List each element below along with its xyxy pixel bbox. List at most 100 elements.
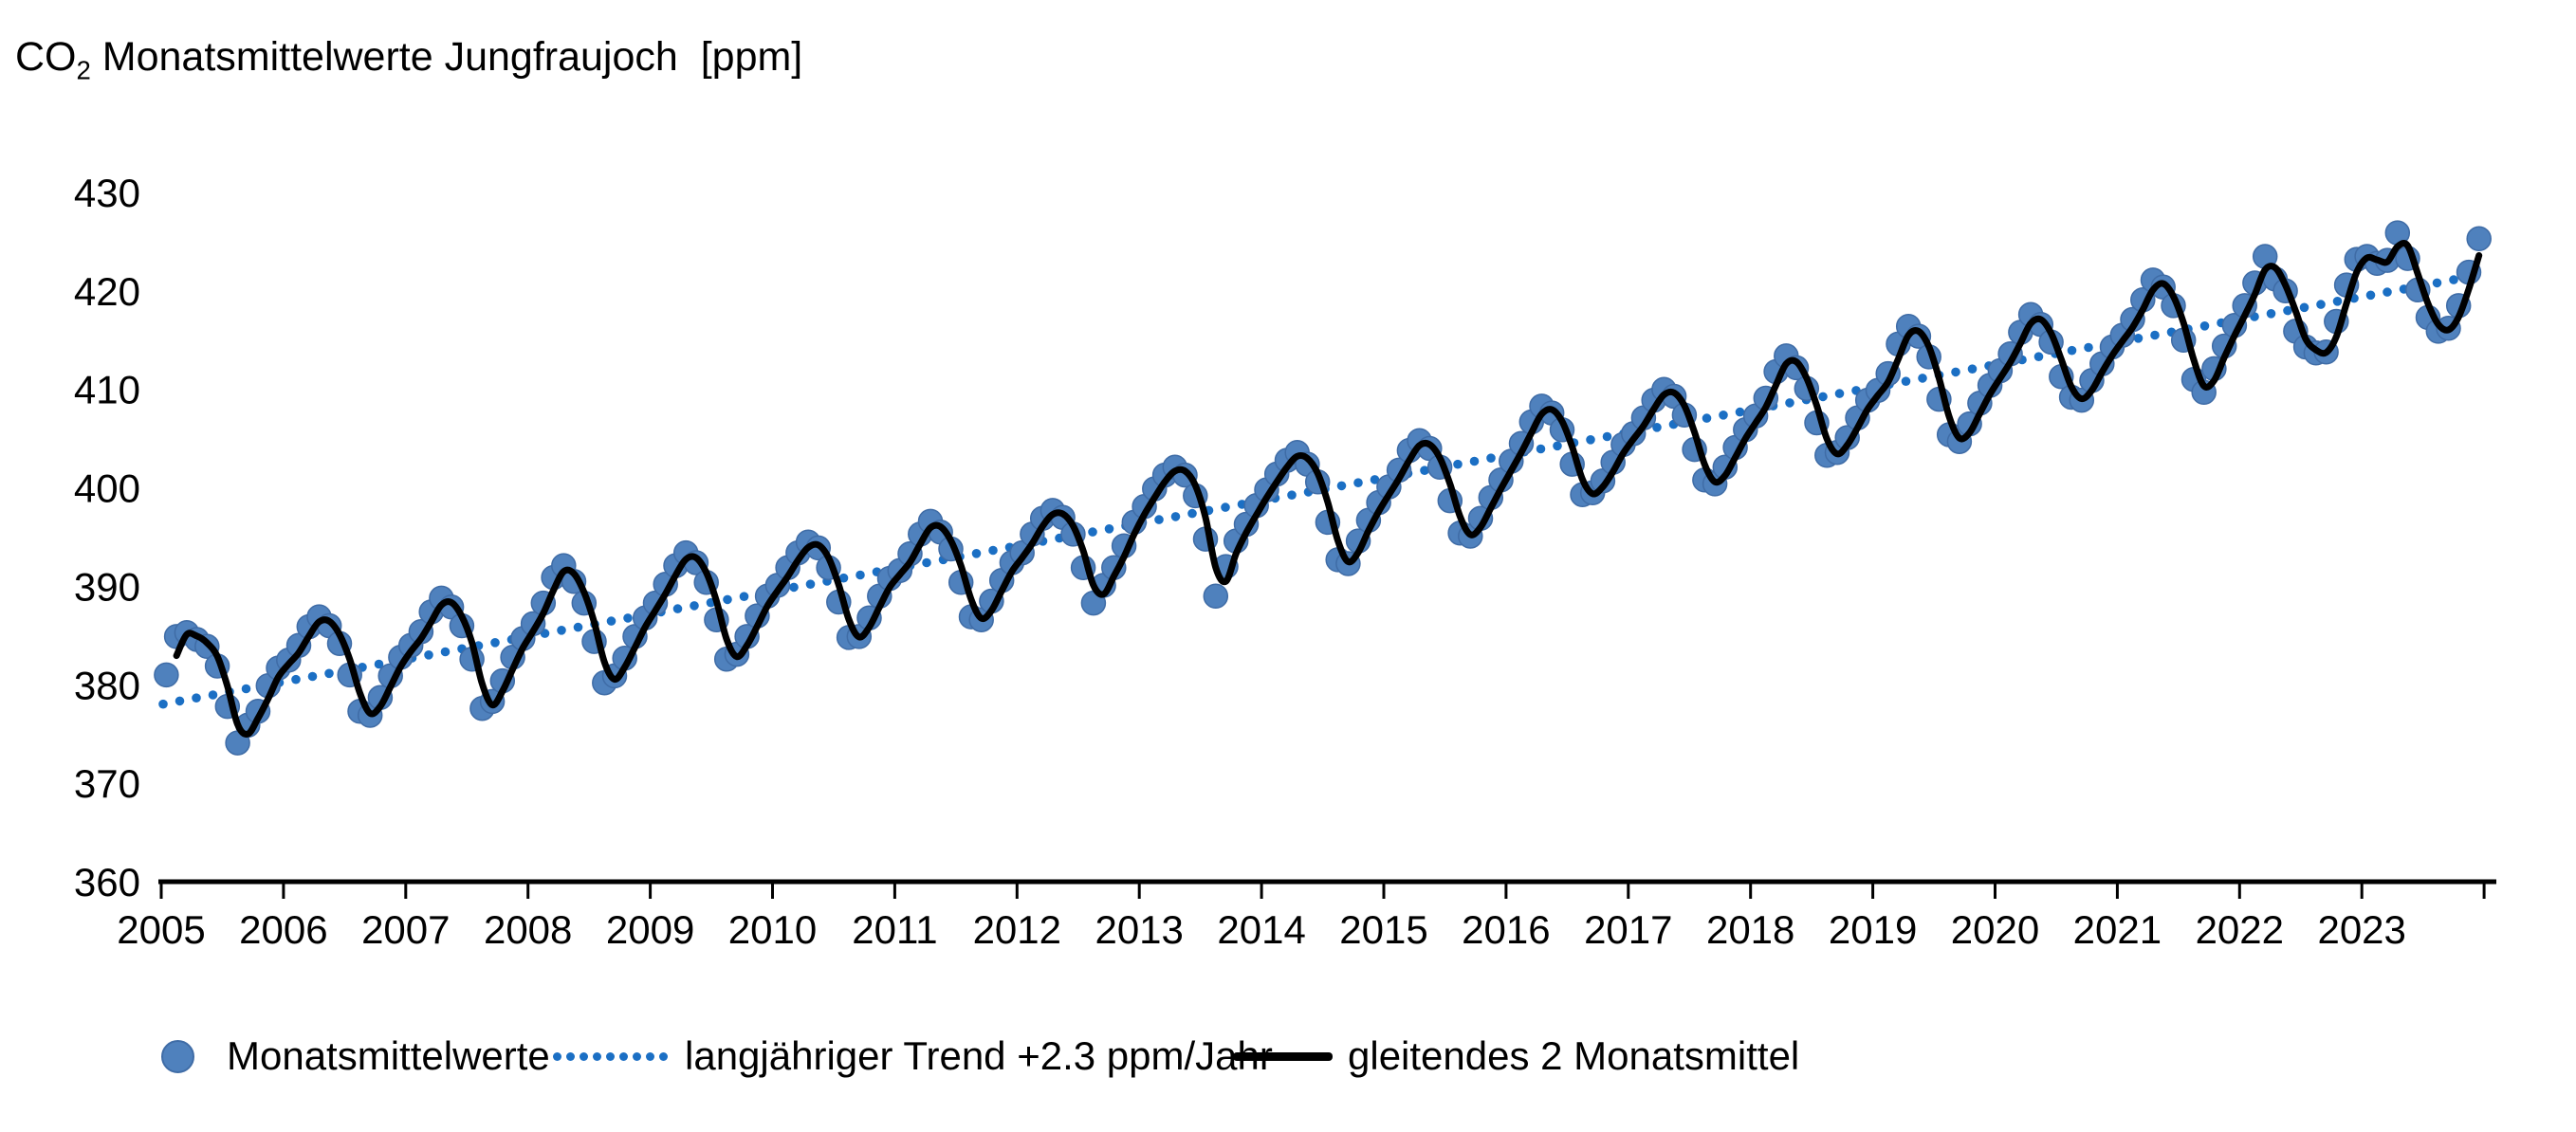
trend-dot <box>988 545 998 556</box>
trend-dot <box>1104 524 1114 534</box>
trend-dot <box>557 626 566 635</box>
trend-dot <box>440 647 451 657</box>
trend-dot <box>838 573 849 583</box>
x-tick-label: 2009 <box>606 907 694 952</box>
legend-item-moving-average: gleitendes 2 Monatsmittel <box>1233 1032 1799 1081</box>
trend-dot <box>2266 309 2276 319</box>
chart-title-subscript: 2 <box>76 55 91 85</box>
trend-dot <box>490 638 500 648</box>
trend-dot <box>971 549 982 558</box>
trend-dot <box>1951 367 1960 377</box>
trend-dot <box>1586 435 1595 445</box>
trend-dot <box>1336 481 1347 491</box>
trend-dot <box>1702 413 1712 423</box>
x-tick-label: 2022 <box>2196 907 2284 952</box>
month-dot <box>2466 226 2492 252</box>
x-tick-label: 2023 <box>2317 907 2405 952</box>
x-tick-label: 2005 <box>117 907 205 952</box>
x-tick-label: 2007 <box>361 907 450 952</box>
trend-dot <box>1602 431 1612 442</box>
legend-label-moving-average: gleitendes 2 Monatsmittel <box>1348 1033 1800 1078</box>
chart-legend: Monatsmittelwerte langjähriger Trend +2.… <box>0 1032 2576 1081</box>
trend-dot <box>1967 364 1978 374</box>
trend-dot <box>2299 302 2309 313</box>
trend-dot <box>1187 508 1197 519</box>
trend-dot <box>208 690 218 700</box>
trend-dot <box>1834 389 1845 398</box>
trend-dot <box>1901 376 1911 387</box>
trend-dot <box>2283 305 2292 316</box>
trend-dot <box>2383 287 2392 297</box>
trend-dot <box>739 592 749 601</box>
trend-dot <box>1818 392 1828 402</box>
trend-dot <box>324 668 334 679</box>
trend-dot <box>158 699 168 709</box>
y-axis-labels: 360 370 380 390 400 410 420 430 <box>74 171 140 904</box>
x-tick-label: 2016 <box>1462 907 1550 952</box>
month-dot <box>154 662 179 688</box>
y-tick-label: 390 <box>74 564 140 609</box>
trend-dot <box>1785 398 1794 408</box>
trend-dot <box>1353 478 1363 487</box>
y-tick-label: 360 <box>74 860 140 904</box>
trend-dot <box>1735 407 1745 417</box>
x-tick-label: 2008 <box>484 907 572 952</box>
chart-title: CO2 Monatsmittelwerte Jungfraujoch [ppm] <box>15 34 802 86</box>
trend-dot <box>2432 278 2442 288</box>
trend-dot <box>723 594 732 605</box>
legend-label-trend: langjähriger Trend +2.3 ppm/Jahr <box>685 1033 1273 1078</box>
trend-dot <box>1221 502 1230 512</box>
trend-dot <box>241 684 251 694</box>
trend-dot <box>1088 527 1097 537</box>
trend-dot <box>805 579 816 589</box>
trend-dot <box>2332 297 2343 306</box>
x-tick-label: 2020 <box>1951 907 2039 952</box>
legend-item-monatsmittelwerte: Monatsmittelwerte <box>161 1032 550 1081</box>
trend-dot <box>623 613 633 623</box>
moving-average-line <box>173 240 2483 738</box>
y-tick-label: 430 <box>74 171 140 215</box>
x-tick-label: 2010 <box>728 907 817 952</box>
trend-dot <box>1553 441 1562 451</box>
trend-dot <box>2199 321 2210 331</box>
trend-dot <box>2067 345 2077 356</box>
y-tick-label: 370 <box>74 761 140 806</box>
chart-title-post: Monatsmittelwerte Jungfraujoch [ppm] <box>90 34 803 80</box>
trend-dot <box>1154 515 1164 524</box>
trend-dot <box>573 622 583 632</box>
x-tick-label: 2017 <box>1584 907 1672 952</box>
chart-title-pre: CO <box>15 34 77 80</box>
trend-dot <box>690 601 699 611</box>
x-tick-label: 2013 <box>1095 907 1183 952</box>
trend-dot <box>307 671 318 682</box>
trend-dot <box>672 604 683 613</box>
moving-average-path <box>173 240 2483 738</box>
trend-dot <box>922 557 931 568</box>
trend-dot <box>1370 475 1380 484</box>
trend-dot <box>606 616 616 626</box>
legend-line-swatch <box>1233 1051 1333 1061</box>
trend-dot <box>2033 352 2044 362</box>
x-tick-label: 2018 <box>1706 907 1794 952</box>
trend-dot <box>192 693 201 703</box>
y-tick-label: 420 <box>74 269 140 314</box>
trend-dot <box>1536 444 1546 454</box>
trend-dot <box>1652 423 1662 432</box>
legend-label-monatsmittelwerte: Monatsmittelwerte <box>227 1033 550 1078</box>
legend-dotted-swatch <box>553 1051 668 1061</box>
trend-dot <box>1453 459 1463 469</box>
trend-dot <box>2133 334 2144 343</box>
x-axis: 2005 2006 2007 2008 2009 2010 2011 2012 2013 2014… <box>117 879 2496 952</box>
trend-dot <box>374 659 384 669</box>
trend-dot <box>175 696 185 706</box>
trend-dot <box>1170 512 1181 521</box>
trend-dot <box>2365 290 2376 301</box>
x-tick-label: 2015 <box>1339 907 1427 952</box>
trend-dot <box>1486 453 1496 464</box>
trend-dot <box>1287 490 1297 500</box>
trend-dot <box>1469 456 1480 466</box>
y-tick-label: 400 <box>74 466 140 511</box>
y-tick-label: 380 <box>74 663 140 707</box>
legend-item-trend: langjähriger Trend +2.3 ppm/Jahr <box>553 1032 1273 1081</box>
